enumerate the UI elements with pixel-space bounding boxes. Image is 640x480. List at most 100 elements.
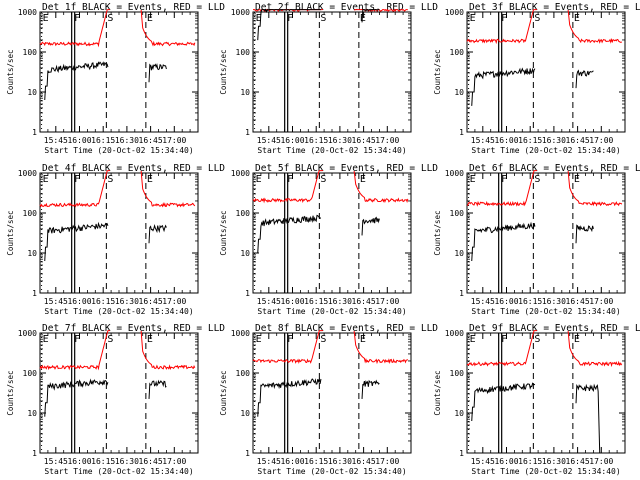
y-tick-label: 1 bbox=[459, 289, 464, 298]
x-axis-label: Start Time (20-Oct-02 15:34:40) bbox=[257, 307, 406, 316]
x-tick-label: 16:15 bbox=[91, 136, 115, 145]
events-series-segment bbox=[257, 377, 322, 417]
events-series-segment bbox=[361, 379, 380, 399]
lld-series-segment bbox=[39, 330, 111, 371]
x-tick-label: 16:30 bbox=[328, 297, 352, 306]
x-tick-label: 16:30 bbox=[328, 457, 352, 466]
x-tick-label: 16:30 bbox=[328, 136, 352, 145]
panel-det-8f: Det 8f BLACK = Events, RED = LLD 1 10 100 10… bbox=[219, 323, 438, 476]
x-axis-label: Start Time (20-Oct-02 15:34:40) bbox=[471, 467, 620, 476]
events-series-segment bbox=[148, 63, 167, 83]
events-series-segment bbox=[44, 378, 109, 417]
y-tick-label: 100 bbox=[23, 209, 38, 218]
x-tick-label: 15:45 bbox=[257, 136, 281, 145]
x-tick-label: 16:45 bbox=[566, 457, 590, 466]
panel-det-3f: Det 3f BLACK = Events, RED = LLD 1 10 100 10… bbox=[433, 2, 640, 155]
events-series-segment bbox=[471, 382, 536, 422]
x-tick-label: 16:15 bbox=[304, 297, 328, 306]
marker-label: E bbox=[43, 174, 49, 185]
events-series-segment bbox=[44, 61, 109, 101]
x-tick-label: 16:00 bbox=[494, 457, 518, 466]
y-tick-label: 1000 bbox=[18, 329, 37, 338]
marker-label: F bbox=[287, 13, 293, 24]
x-tick-label: 16:00 bbox=[67, 136, 91, 145]
marker-label: E bbox=[470, 334, 476, 345]
y-tick-label: 100 bbox=[450, 48, 465, 57]
lld-series-segment bbox=[466, 330, 538, 367]
marker-label: S bbox=[534, 174, 540, 185]
panel-title: Det 1f BLACK = Events, RED = LLD bbox=[42, 2, 225, 13]
y-tick-label: 100 bbox=[236, 48, 251, 57]
x-tick-label: 15:45 bbox=[471, 136, 495, 145]
x-tick-label: 16:30 bbox=[542, 457, 566, 466]
lld-series-segment bbox=[252, 170, 324, 204]
y-tick-label: 1000 bbox=[445, 329, 464, 338]
panel-title: Det 8f BLACK = Events, RED = LLD bbox=[255, 323, 438, 334]
panel-det-9f: Det 9f BLACK = Events, RED = LLD 1 10 100 10… bbox=[433, 323, 640, 476]
x-tick-label: 16:45 bbox=[352, 457, 376, 466]
x-axis-label: Start Time (20-Oct-02 15:34:40) bbox=[257, 467, 406, 476]
y-axis-label: Counts/sec bbox=[6, 210, 15, 255]
y-tick-label: 10 bbox=[454, 409, 464, 418]
events-series-segment bbox=[575, 383, 601, 454]
y-axis-label: Counts/sec bbox=[6, 49, 15, 94]
marker-label: F bbox=[501, 13, 507, 24]
x-axis-label: Start Time (20-Oct-02 15:34:40) bbox=[44, 307, 193, 316]
lld-series-segment bbox=[567, 9, 622, 44]
y-tick-label: 1 bbox=[459, 449, 464, 458]
y-tick-label: 100 bbox=[450, 209, 465, 218]
x-tick-label: 15:45 bbox=[44, 297, 68, 306]
panel-det-4f: Det 4f BLACK = Events, RED = LLD 1 10 100 10… bbox=[6, 163, 225, 316]
x-tick-label: 17:00 bbox=[375, 457, 399, 466]
y-tick-label: 10 bbox=[27, 249, 37, 258]
marker-label: E bbox=[360, 13, 366, 24]
marker-label: E bbox=[360, 174, 366, 185]
marker-label: S bbox=[107, 13, 113, 24]
events-series-segment bbox=[257, 8, 321, 41]
events-series-segment bbox=[471, 221, 536, 262]
lld-series-segment bbox=[39, 170, 111, 208]
events-series-segment bbox=[575, 69, 594, 89]
x-tick-label: 16:45 bbox=[352, 297, 376, 306]
lld-series-segment bbox=[140, 330, 196, 371]
y-axis-label: Counts/sec bbox=[433, 49, 442, 94]
marker-label: E bbox=[43, 334, 49, 345]
lld-series-segment bbox=[567, 170, 623, 207]
marker-label: S bbox=[320, 13, 326, 24]
x-tick-label: 17:00 bbox=[589, 297, 613, 306]
marker-label: E bbox=[256, 174, 262, 185]
marker-label: F bbox=[287, 174, 293, 185]
x-tick-label: 15:45 bbox=[44, 136, 68, 145]
marker-label: F bbox=[74, 13, 80, 24]
marker-label: F bbox=[74, 334, 80, 345]
y-tick-label: 1000 bbox=[231, 8, 250, 17]
y-tick-label: 1 bbox=[245, 289, 250, 298]
marker-label: E bbox=[147, 174, 153, 185]
x-tick-label: 16:45 bbox=[566, 136, 590, 145]
y-tick-label: 10 bbox=[240, 409, 250, 418]
y-tick-label: 1 bbox=[32, 449, 37, 458]
x-tick-label: 17:00 bbox=[162, 136, 186, 145]
plot-frame bbox=[252, 172, 412, 294]
events-series-segment bbox=[361, 8, 380, 23]
x-tick-label: 16:15 bbox=[304, 136, 328, 145]
y-tick-label: 1 bbox=[32, 289, 37, 298]
x-tick-label: 16:00 bbox=[494, 297, 518, 306]
x-tick-label: 16:15 bbox=[91, 457, 115, 466]
y-tick-label: 10 bbox=[27, 88, 37, 97]
events-series-segment bbox=[44, 221, 109, 262]
y-tick-label: 1000 bbox=[18, 169, 37, 178]
x-tick-label: 17:00 bbox=[375, 136, 399, 145]
marker-label: S bbox=[534, 334, 540, 345]
lld-series-segment bbox=[140, 9, 196, 47]
x-tick-label: 17:00 bbox=[162, 457, 186, 466]
x-tick-label: 16:00 bbox=[280, 297, 304, 306]
x-tick-label: 16:15 bbox=[518, 297, 542, 306]
lld-series-segment bbox=[567, 330, 623, 368]
lld-series-segment bbox=[140, 170, 196, 208]
y-tick-label: 100 bbox=[236, 209, 251, 218]
events-series-segment bbox=[148, 379, 167, 399]
y-tick-label: 1000 bbox=[445, 169, 464, 178]
x-tick-label: 16:00 bbox=[494, 136, 518, 145]
